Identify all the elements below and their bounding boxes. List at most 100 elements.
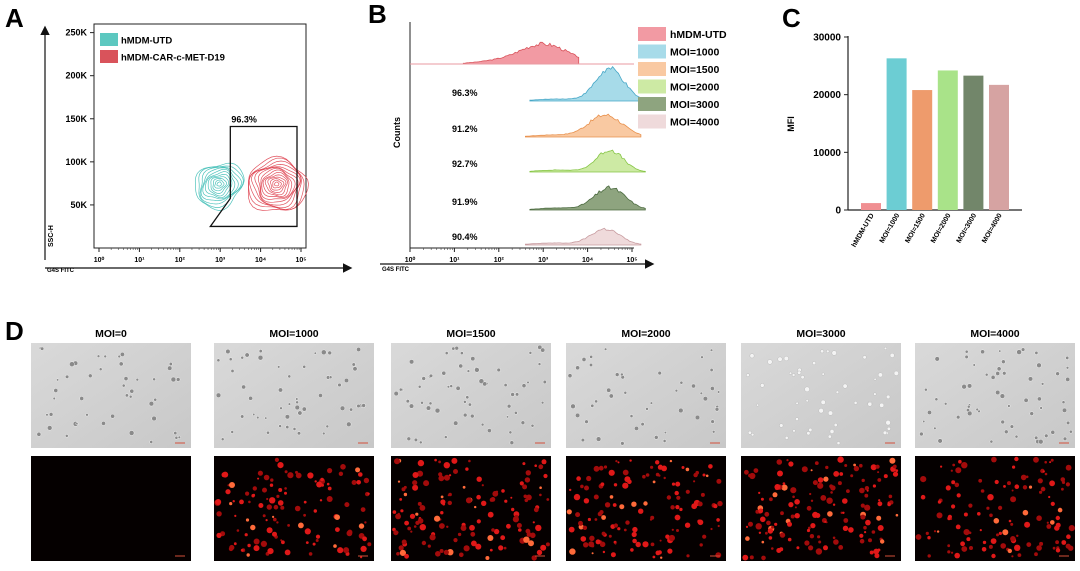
panel-d-fluorescent-cell (810, 469, 813, 472)
panel-d-brightfield-cell (356, 347, 362, 352)
panel-d-brightfield-cell (1055, 371, 1060, 376)
panel-d-brightfield-cell (1027, 376, 1034, 382)
panel-d-fluorescent-cell (539, 486, 542, 490)
panel-d-fluorescent-cell (684, 522, 691, 528)
panel-d-brightfield-cell (537, 362, 542, 366)
panel-d-brightfield-cell (1037, 396, 1042, 402)
panel-b-legend-label: MOI=1000 (670, 47, 719, 59)
panel-d-brightfield-cell (173, 431, 178, 436)
panel-d-fluorescent-cell (229, 544, 235, 551)
panel-d-brightfield-cell (694, 414, 701, 421)
panel-b-percent-label: 90.4% (452, 232, 478, 242)
panel-d-fluorescent-cell (1016, 534, 1019, 537)
panel-d-fluorescent-cell (589, 535, 595, 541)
panel-d-fluorescent-cell (868, 538, 872, 543)
panel-c-x-tick-label: MOI=4000 (981, 212, 1004, 244)
panel-d-fluorescent-cell (575, 512, 581, 518)
panel-d-fluorescent-cell (419, 524, 426, 531)
panel-d-fluorescent-cell (263, 474, 270, 481)
panel-d-fluorescent-cell (531, 555, 537, 561)
panel-d-fluorescence-image (915, 456, 1075, 561)
panel-d-fluorescent-cell (470, 531, 476, 537)
panel-d-fluorescent-cell (503, 546, 507, 550)
panel-d-brightfield-cell (393, 391, 399, 397)
panel-d-fluorescent-cell (443, 549, 449, 555)
panel-d-fluorescent-cell (236, 529, 240, 532)
panel-d-brightfield-cell (216, 358, 221, 363)
panel-d-fluorescent-cell (615, 460, 618, 463)
panel-a-x-tick-label: 10⁴ (255, 257, 267, 264)
panel-letter-d: D (5, 316, 24, 346)
panel-d-fluorescent-cell (321, 483, 324, 487)
panel-d-fluorescent-cell (409, 513, 416, 519)
panel-d-fluorescent-cell (440, 511, 444, 515)
panel-d-brightfield-cell (594, 399, 598, 404)
panel-d-brightfield-cell (879, 402, 885, 408)
panel-d-fluorescent-cell (334, 514, 341, 520)
panel-d-brightfield-cell (278, 424, 282, 428)
panel-d-brightfield-cell (119, 351, 125, 357)
panel-d-fluorescent-cell (278, 488, 283, 492)
panel-d-fluorescent-cell (760, 516, 766, 523)
panel-d-fluorescent-cell (676, 529, 679, 532)
panel-d-fluorescent-cell (246, 553, 250, 557)
panel-d-fluorescent-cell (702, 534, 707, 539)
panel-d-brightfield-cell (474, 367, 480, 373)
panel-d-brightfield-cell (241, 384, 246, 390)
panel-d-title-MOI=4000: MOI=4000 (970, 328, 1019, 340)
panel-d-fluorescent-cell (840, 511, 843, 514)
panel-d-fluorescent-cell (1003, 485, 1006, 488)
panel-d-fluorescent-cell (842, 498, 848, 504)
panel-d-fluorescent-cell (744, 469, 749, 475)
panel-d-brightfield-cell (831, 350, 837, 356)
panel-d-brightfield-cell (509, 440, 515, 445)
panel-b-legend-swatch (638, 97, 666, 111)
panel-d-fluorescent-cell (955, 467, 962, 474)
panel-d-fluorescent-cell (875, 464, 880, 469)
panel-d-fluorescent-cell (413, 525, 417, 528)
panel-d-brightfield-cell (575, 412, 581, 418)
panel-b-legend-label: MOI=2000 (670, 82, 719, 94)
panel-d-fluorescent-cell (717, 524, 720, 528)
panel-d-fluorescent-cell (258, 503, 264, 508)
panel-d-brightfield-cell (995, 371, 1001, 376)
panel-d-fluorescent-cell (582, 525, 588, 530)
panel-d-fluorescent-cell (844, 464, 848, 467)
panel-d-fluorescent-cell (786, 459, 789, 462)
panel-d-fluorescent-cell (1050, 520, 1055, 525)
panel-d-fluorescent-cell (715, 552, 722, 558)
panel-d-fluorescent-cell (526, 494, 532, 501)
panel-a-x-label: G4S FITC (47, 268, 75, 274)
panel-a-legend-swatch (100, 50, 118, 63)
panel-c-y-tick-label: 30000 (813, 33, 841, 44)
panel-d-brightfield-cell (996, 366, 1002, 372)
panel-d-brightfield-cell (567, 373, 573, 379)
panel-d-brightfield-cell (85, 413, 89, 417)
panel-a-contour-line-car (272, 179, 282, 189)
panel-d-fluorescent-cell (449, 474, 452, 477)
panel-d-fluorescent-cell (510, 496, 513, 499)
panel-d-fluorescent-cell (453, 469, 458, 474)
panel-d-brightfield-cell (101, 421, 106, 426)
panel-d-brightfield-cell (882, 430, 888, 435)
panel-d-brightfield-cell (425, 405, 432, 411)
panel-d-fluorescent-cell (446, 525, 449, 528)
panel-d-fluorescent-cell (495, 490, 499, 493)
panel-d-brightfield-cell (328, 375, 333, 379)
panel-d-brightfield-cell (177, 435, 181, 439)
panel-d-fluorescent-cell (412, 472, 419, 478)
panel-d-fluorescent-cell (781, 484, 788, 491)
panel-c-x-tick-label: hMDM-UTD (851, 213, 876, 249)
panel-d-fluorescent-cell (702, 473, 706, 477)
panel-d-brightfield-cell (990, 375, 996, 380)
panel-d-brightfield-cell (922, 420, 926, 423)
panel-d-fluorescent-cell (767, 528, 774, 534)
panel-d-fluorescent-cell (252, 493, 256, 497)
panel-d-brightfield-cell (812, 361, 817, 366)
panel-d-fluorescent-cell (660, 556, 663, 559)
panel-d-brightfield-cell (454, 345, 459, 351)
panel-d-fluorescent-cell (512, 516, 520, 523)
panel-d-fluorescent-cell (814, 461, 819, 465)
panel-d-fluorescent-cell (474, 505, 477, 509)
panel-d-brightfield-cell (699, 391, 703, 395)
